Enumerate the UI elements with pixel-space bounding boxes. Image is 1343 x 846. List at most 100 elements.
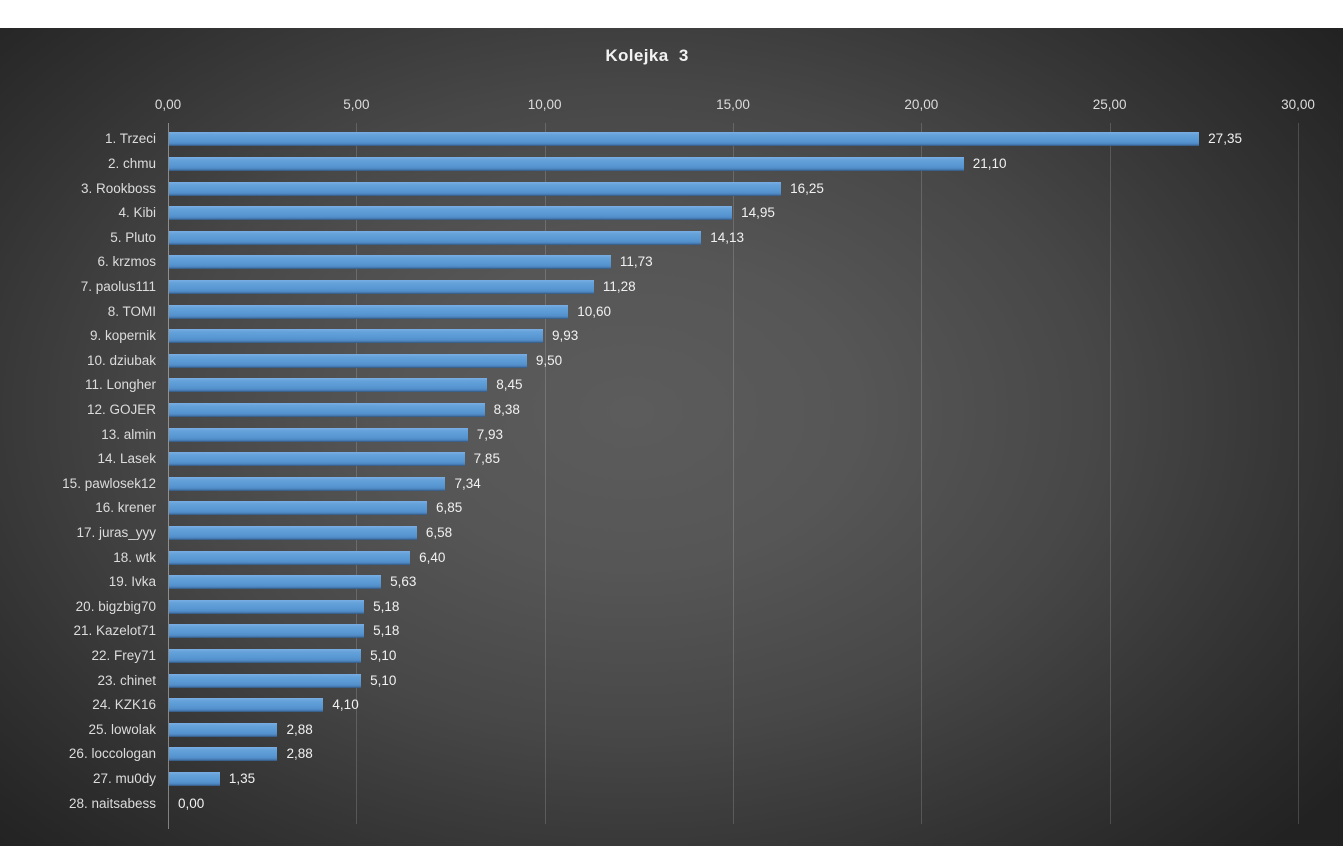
value-label: 9,93 bbox=[552, 328, 579, 344]
category-label: 9. kopernik bbox=[89, 328, 156, 344]
bar-chart: Kolejka 3 0,00 5,00 10,00 15,00 20,00 25,00 30… bbox=[0, 28, 1343, 846]
value-label: 7,85 bbox=[473, 451, 500, 467]
category-label: 24. KZK16 bbox=[92, 697, 156, 713]
bar bbox=[169, 378, 488, 393]
bar bbox=[169, 230, 702, 245]
gridline bbox=[1109, 123, 1111, 824]
value-label: 9,50 bbox=[535, 352, 563, 368]
gridline bbox=[544, 123, 546, 824]
gridline bbox=[733, 123, 734, 824]
value-label: 10,60 bbox=[577, 303, 612, 319]
category-label: 25. lowolak bbox=[88, 721, 156, 737]
value-label: 14,13 bbox=[710, 229, 745, 245]
category-label: 17. juras_yyy bbox=[76, 524, 156, 540]
category-label: 19. Ivka bbox=[108, 574, 156, 590]
bar bbox=[169, 550, 411, 565]
category-label: 21. Kazelot71 bbox=[73, 623, 156, 639]
x-axis-tick-label: 25,00 bbox=[1092, 97, 1127, 112]
value-label: 27,35 bbox=[1208, 131, 1242, 147]
category-label: 27. mu0dy bbox=[92, 770, 156, 786]
value-label: 7,93 bbox=[476, 426, 503, 442]
x-axis-tick-label: 30,00 bbox=[1281, 97, 1315, 112]
gridline bbox=[921, 123, 923, 824]
bar bbox=[169, 698, 324, 713]
value-label: 2,88 bbox=[286, 746, 313, 762]
y-axis-line bbox=[168, 123, 169, 829]
x-axis-tick-label: 5,00 bbox=[343, 97, 370, 112]
bar bbox=[169, 476, 446, 491]
chart-title: Kolejka 3 bbox=[605, 46, 689, 65]
bar bbox=[169, 722, 278, 737]
bar bbox=[169, 304, 569, 319]
value-label: 21,10 bbox=[972, 155, 1007, 171]
value-label: 14,95 bbox=[741, 205, 775, 221]
bar bbox=[169, 771, 220, 786]
x-axis-tick-label: 0,00 bbox=[154, 97, 182, 112]
bar bbox=[169, 402, 485, 417]
bar bbox=[169, 206, 733, 221]
value-label: 6,40 bbox=[419, 549, 446, 565]
category-label: 3. Rookboss bbox=[80, 180, 156, 196]
value-label: 6,58 bbox=[425, 524, 453, 540]
category-label: 22. Frey71 bbox=[91, 647, 156, 663]
category-label: 18. wtk bbox=[113, 549, 156, 565]
category-label: 15. pawlosek12 bbox=[62, 475, 156, 491]
x-axis-tick-label: 15,00 bbox=[716, 97, 750, 112]
bar bbox=[169, 181, 782, 196]
category-label: 20. bigzbig70 bbox=[75, 598, 156, 614]
value-label: 8,45 bbox=[496, 377, 523, 393]
bar bbox=[169, 255, 611, 270]
bar bbox=[169, 156, 964, 171]
value-label: 2,88 bbox=[286, 721, 313, 737]
category-label: 16. krener bbox=[95, 500, 156, 516]
value-label: 16,25 bbox=[790, 180, 824, 196]
category-label: 11. Longher bbox=[84, 377, 156, 393]
bar bbox=[169, 279, 594, 294]
bar bbox=[169, 575, 382, 590]
value-label: 8,38 bbox=[493, 401, 520, 417]
value-label: 5,10 bbox=[370, 672, 397, 688]
value-label: 11,28 bbox=[602, 278, 636, 294]
bar bbox=[169, 624, 365, 639]
value-label: 7,34 bbox=[454, 475, 481, 491]
value-label: 4,10 bbox=[332, 697, 359, 713]
x-axis-tick-label: 20,00 bbox=[904, 97, 939, 112]
bar bbox=[169, 132, 1200, 147]
category-label: 1. Trzeci bbox=[104, 131, 156, 147]
bar bbox=[169, 599, 365, 614]
x-axis-tick-label: 10,00 bbox=[527, 97, 562, 112]
bar bbox=[169, 501, 428, 516]
value-label: 5,63 bbox=[390, 574, 417, 590]
gridline bbox=[356, 123, 358, 824]
value-label: 5,10 bbox=[370, 647, 397, 663]
category-label: 28. naitsabess bbox=[68, 795, 156, 811]
category-label: 4. Kibi bbox=[118, 205, 156, 221]
category-label: 2. chmu bbox=[107, 155, 156, 171]
category-label: 7. paolus111 bbox=[80, 278, 156, 294]
value-label: 1,35 bbox=[228, 770, 256, 786]
category-label: 8. TOMI bbox=[107, 303, 156, 319]
bar bbox=[169, 452, 465, 467]
value-label: 11,73 bbox=[619, 254, 653, 270]
bar bbox=[169, 747, 278, 762]
category-label: 26. loccologan bbox=[68, 746, 156, 762]
value-label: 5,18 bbox=[373, 623, 400, 639]
bar bbox=[169, 353, 527, 368]
value-label: 0,00 bbox=[178, 795, 205, 811]
value-label: 6,85 bbox=[436, 500, 463, 516]
bar bbox=[169, 648, 362, 663]
category-label: 10. dziubak bbox=[86, 352, 156, 368]
category-label: 23. chinet bbox=[97, 672, 156, 688]
category-label: 14. Lasek bbox=[97, 451, 156, 467]
bar bbox=[169, 525, 417, 540]
category-label: 13. almin bbox=[101, 426, 156, 442]
category-label: 12. GOJER bbox=[86, 401, 156, 417]
category-label: 6. krzmos bbox=[97, 254, 156, 270]
gridline bbox=[1298, 123, 1299, 824]
value-label: 5,18 bbox=[373, 598, 400, 614]
bar bbox=[169, 427, 468, 442]
bar bbox=[169, 673, 362, 688]
bar bbox=[169, 329, 544, 344]
category-label: 5. Pluto bbox=[110, 229, 156, 245]
